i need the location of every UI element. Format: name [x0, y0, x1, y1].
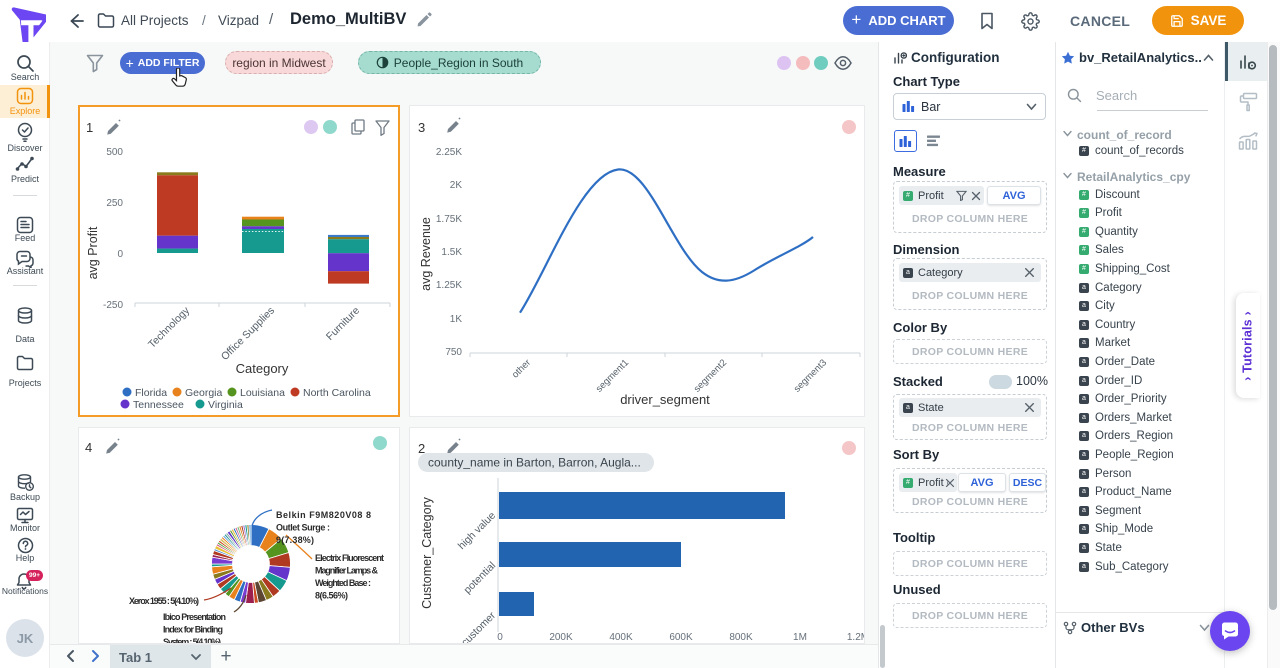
svg-text:other: other — [510, 357, 533, 380]
svg-text:Index for Binding: Index for Binding — [163, 625, 223, 635]
svg-text:Virginia: Virginia — [208, 399, 243, 411]
svg-text:Customer_Category: Customer_Category — [420, 496, 434, 609]
svg-text:Category: Category — [236, 361, 289, 376]
svg-text:System : 5(4.10%): System : 5(4.10%) — [163, 637, 221, 643]
svg-text:Weighted Base :: Weighted Base : — [315, 578, 371, 588]
svg-text:new customer: new customer — [443, 609, 498, 643]
svg-text:8(6.56%): 8(6.56%) — [315, 591, 348, 601]
svg-text:0: 0 — [117, 249, 123, 260]
svg-text:Furniture: Furniture — [324, 305, 362, 343]
svg-text:400K: 400K — [609, 632, 633, 643]
svg-text:county_name in Barton, Barron,: county_name in Barton, Barron, Augla... — [428, 456, 641, 470]
svg-text:North Carolina: North Carolina — [303, 387, 371, 399]
svg-text:1.25K: 1.25K — [436, 280, 462, 291]
svg-text:1M: 1M — [793, 632, 807, 643]
svg-text:Technology: Technology — [146, 304, 193, 351]
svg-text:Office Supplies: Office Supplies — [219, 305, 277, 363]
svg-text:0: 0 — [497, 632, 503, 643]
svg-text:1.75K: 1.75K — [436, 214, 462, 225]
svg-text:high value: high value — [456, 510, 498, 552]
svg-text:250: 250 — [106, 198, 123, 209]
svg-text:segment3: segment3 — [792, 357, 829, 394]
svg-text:600K: 600K — [669, 632, 693, 643]
svg-text:Ibico Presentation: Ibico Presentation — [163, 612, 226, 622]
svg-text:potential: potential — [462, 560, 499, 597]
svg-text:Magnifier Lamps &: Magnifier Lamps & — [315, 566, 379, 576]
svg-text:Florida: Florida — [135, 387, 167, 399]
svg-text:Tennessee: Tennessee — [133, 399, 184, 411]
svg-text:800K: 800K — [729, 632, 753, 643]
svg-text:4: 4 — [85, 440, 92, 455]
svg-text:Belkin F9M820V08 8: Belkin F9M820V08 8 — [276, 510, 371, 520]
svg-text:750: 750 — [445, 347, 462, 358]
svg-text:2.25K: 2.25K — [436, 147, 462, 158]
svg-text:1.2M: 1.2M — [847, 632, 864, 643]
svg-text:Xerox 1955 : 5(4.10%): Xerox 1955 : 5(4.10%) — [129, 596, 199, 606]
svg-text:driver_segment: driver_segment — [620, 392, 710, 407]
svg-text:Louisiana: Louisiana — [240, 387, 285, 399]
svg-text:-250: -250 — [103, 300, 123, 311]
svg-text:Outlet Surge :: Outlet Surge : — [276, 523, 330, 533]
svg-text:Georgia: Georgia — [185, 387, 223, 399]
svg-text:1.5K: 1.5K — [441, 247, 462, 258]
svg-text:9(7.38%): 9(7.38%) — [276, 535, 314, 545]
svg-text:200K: 200K — [549, 632, 573, 643]
svg-text:segment2: segment2 — [692, 357, 729, 394]
svg-text:1K: 1K — [450, 314, 463, 325]
svg-text:1: 1 — [86, 120, 93, 135]
svg-text:500: 500 — [106, 147, 123, 158]
svg-text:2K: 2K — [450, 180, 463, 191]
svg-text:2: 2 — [418, 441, 425, 456]
svg-text:segment1: segment1 — [594, 357, 631, 394]
svg-text:avg Revenue: avg Revenue — [419, 217, 433, 291]
svg-text:3: 3 — [418, 120, 425, 135]
svg-text:Electrix Fluorescent: Electrix Fluorescent — [315, 553, 384, 563]
svg-text:avg Profit: avg Profit — [86, 226, 100, 279]
